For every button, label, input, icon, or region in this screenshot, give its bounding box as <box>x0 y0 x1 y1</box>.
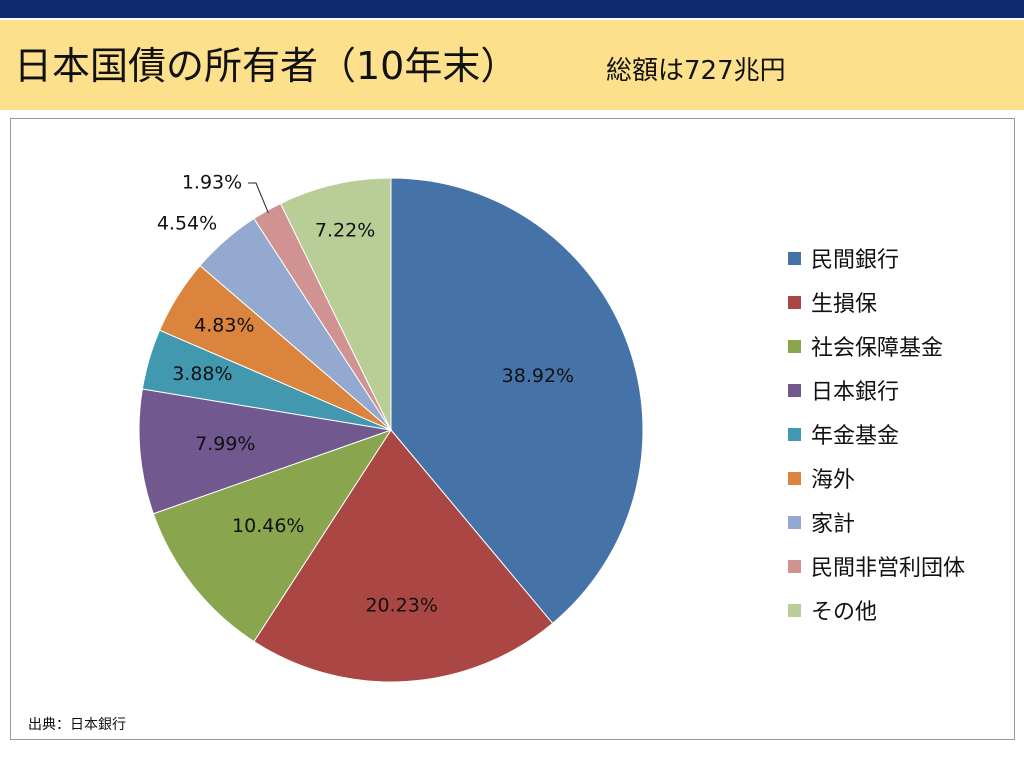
data-label-6: 4.83% <box>194 314 254 336</box>
title-band <box>0 20 1024 110</box>
legend-swatch <box>788 383 801 397</box>
legend-swatch <box>788 471 801 485</box>
legend-item-2: 生損保 <box>788 280 965 324</box>
legend-item-3: 社会保障基金 <box>788 324 965 368</box>
legend-label: 日本銀行 <box>811 380 900 405</box>
legend-label: 年金基金 <box>811 424 900 449</box>
legend-swatch <box>788 295 801 309</box>
legend-label: 家計 <box>811 512 856 537</box>
data-label-5: 3.88% <box>172 363 232 385</box>
legend-item-6: 海外 <box>788 456 965 500</box>
legend-swatch <box>788 515 801 529</box>
legend-item-9: その他 <box>788 588 965 632</box>
legend-swatch <box>788 251 801 265</box>
pie-slice-1 <box>390 177 644 625</box>
top-bar-divider <box>0 18 1024 20</box>
legend-item-4: 日本銀行 <box>788 368 965 412</box>
legend-swatch <box>788 339 801 353</box>
legend-label: 海外 <box>811 468 856 493</box>
legend-label: 民間銀行 <box>811 248 900 273</box>
slide-subtitle: 総額は727兆円 <box>606 56 786 86</box>
data-label-2: 20.23% <box>365 595 437 617</box>
pie-slice-2 <box>253 429 554 683</box>
legend-swatch <box>788 603 801 617</box>
legend-label: 社会保障基金 <box>811 336 944 361</box>
pie-slice-9 <box>279 177 392 431</box>
legend-label: 民間非営利団体 <box>811 556 966 581</box>
top-bar <box>0 0 1024 18</box>
data-label-3: 10.46% <box>232 515 304 537</box>
legend-swatch <box>788 559 801 573</box>
legend-swatch <box>788 427 801 441</box>
legend-label: 生損保 <box>811 292 878 317</box>
data-label-9: 7.22% <box>315 220 375 242</box>
legend-item-8: 民間非営利団体 <box>788 544 965 588</box>
pie-slice-4 <box>138 388 392 515</box>
data-label-4: 7.99% <box>195 433 255 455</box>
data-label-8: 1.93% <box>182 172 242 194</box>
legend-item-5: 年金基金 <box>788 412 965 456</box>
legend-item-1: 民間銀行 <box>788 236 965 280</box>
slide-title: 日本国債の所有者（10年末） <box>14 44 519 88</box>
source-note: 出典：日本銀行 <box>28 717 126 733</box>
legend-item-7: 家計 <box>788 500 965 544</box>
data-label-7: 4.54% <box>157 213 217 235</box>
data-label-1: 38.92% <box>502 365 574 387</box>
pie-slice-3 <box>152 429 393 643</box>
chart-legend: 民間銀行生損保社会保障基金 日本銀行年金基金海外家計民間非営利団体 その他 <box>788 236 965 632</box>
legend-label: その他 <box>811 600 878 625</box>
leader-line-8 <box>248 182 269 213</box>
